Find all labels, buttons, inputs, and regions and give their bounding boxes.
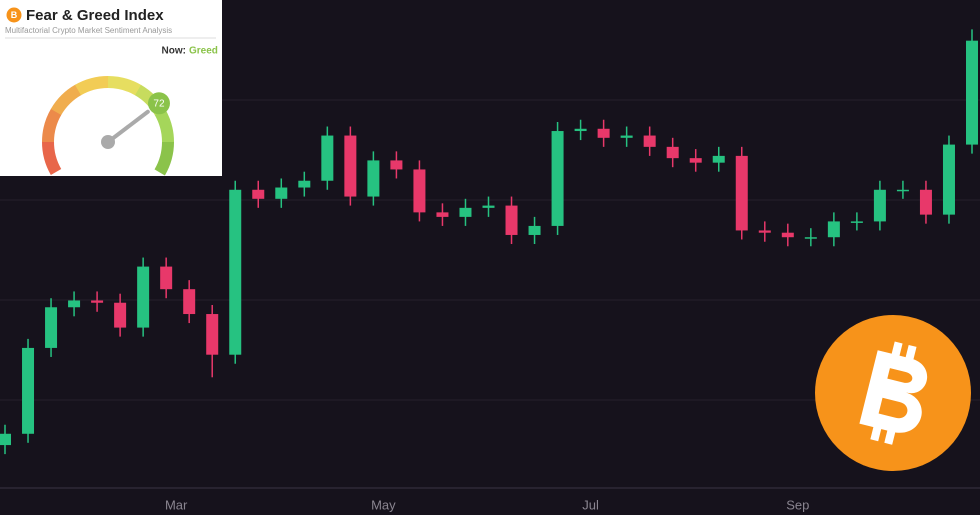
candle-body [689,158,702,163]
candle-body [781,232,794,238]
candle-body [666,146,679,159]
candle-body [758,230,771,233]
candle-body [896,189,909,192]
gauge-arc [75,76,109,96]
candle-body [390,160,403,170]
gauge-arc [154,141,174,176]
candle-body [873,189,886,222]
candle-body [367,160,380,197]
card-icon-glyph: B [11,10,18,20]
candle-body [735,155,748,231]
gauge: 72 [42,76,174,176]
candle-body [68,300,81,308]
candles [0,29,978,455]
x-tick-label: May [371,497,396,512]
candle-body [275,187,288,199]
gauge-title: Fear & Greed Index [26,7,164,24]
status: Greed [189,46,218,57]
x-tick-label: Mar [165,497,188,512]
x-labels: Mar May Jul Sep [165,497,809,512]
candle-body [160,266,173,290]
candle-body [942,144,955,215]
card-icon [6,7,22,23]
x-tick-label: Jul [582,497,599,512]
candle-body [643,135,656,147]
candle-body [827,221,840,238]
candle-body [45,307,58,348]
value-badge [147,92,170,115]
candle-body [0,433,11,446]
candle-body [22,347,35,434]
candle-body [505,205,518,235]
candle-body [413,169,426,213]
gauge-subtitle: Multifactorial Crypto Market Sentiment A… [5,26,172,35]
candle-body [252,189,265,199]
bitcoin-logo [815,315,971,471]
logo-b [859,341,928,445]
candle-body [574,128,587,132]
candle-body [850,221,863,223]
candle-body [597,128,610,138]
candle-body [229,189,242,355]
candle-body [551,131,564,226]
candle-body [298,180,311,188]
candle-body [804,237,817,239]
candle-body [321,135,334,181]
candle-body [114,302,127,328]
candle-body [344,135,357,197]
gauge-arc [50,84,82,116]
gauge-arc [107,76,142,96]
candle-body [966,40,978,145]
gauge-arc [42,141,62,175]
candle-body [459,207,472,217]
gauge-value: 72 [153,98,165,109]
candle-body [436,212,449,217]
x-tick-label: Sep [786,497,809,512]
candle-body [528,225,541,235]
candle-body [91,300,104,303]
candle-body [183,289,196,315]
needle-hub [101,135,115,149]
needle [106,109,150,144]
candle-body [206,314,219,355]
candle-body [137,266,150,328]
gauge-card: B Fear & Greed Index Multifactorial Cryp… [0,0,222,176]
gauge-arc [42,108,62,143]
candle-body [620,135,633,138]
candle-body [712,155,725,163]
now-label: Now: [162,46,186,57]
candle-body [482,205,495,208]
candle-body [919,189,932,215]
